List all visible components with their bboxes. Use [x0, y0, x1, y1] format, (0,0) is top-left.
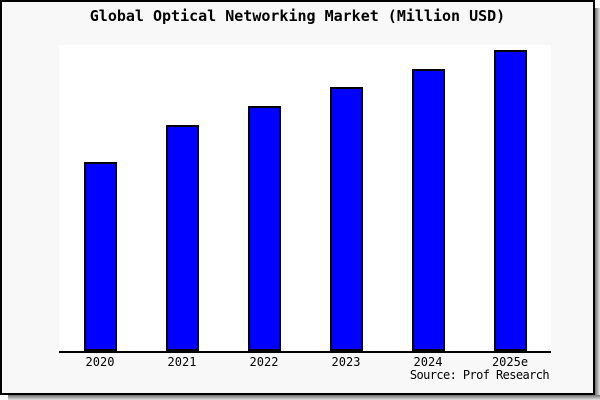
bar-slot-2022	[223, 45, 305, 351]
x-tick-label-2025e: 2025e	[491, 355, 529, 369]
bar-2022	[247, 106, 281, 351]
x-tick-label-2020: 2020	[85, 355, 115, 369]
bar-2025e	[493, 50, 527, 351]
bar-slot-2025e	[469, 45, 551, 351]
x-tick-label-2022: 2022	[249, 355, 279, 369]
bar-slot-2021	[141, 45, 223, 351]
drop-shadow-bottom	[8, 395, 600, 400]
bar-2021	[165, 125, 199, 351]
x-tick-label-2024: 2024	[413, 355, 443, 369]
bar-slot-2020	[59, 45, 141, 351]
x-tick-label-2021: 2021	[167, 355, 197, 369]
bar-2024	[411, 69, 445, 351]
bar-slot-2024	[387, 45, 469, 351]
drop-shadow-right	[595, 8, 600, 400]
x-axis-tick-labels: 2020 2021 2022 2023 2024 2025e	[59, 355, 551, 369]
bar-2023	[329, 87, 363, 351]
chart-title: Global Optical Networking Market (Millio…	[89, 7, 506, 25]
source-note: Source: Prof Research	[409, 368, 550, 382]
bar-slot-2023	[305, 45, 387, 351]
x-tick-label-2023: 2023	[331, 355, 361, 369]
bar-2020	[83, 162, 117, 351]
plot-area	[59, 45, 551, 353]
chart-frame: Global Optical Networking Market (Millio…	[0, 0, 595, 395]
